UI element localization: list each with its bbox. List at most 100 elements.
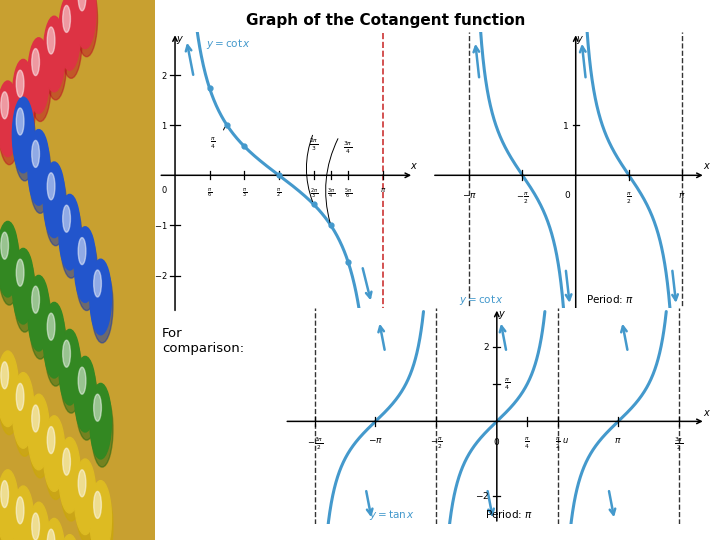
Text: $y$: $y$ — [577, 34, 585, 46]
Text: $x$: $x$ — [703, 161, 711, 171]
Text: Graph of the Cotangent function: Graph of the Cotangent function — [246, 14, 525, 29]
Circle shape — [60, 3, 82, 78]
Text: For
comparison:: For comparison: — [162, 327, 244, 355]
Circle shape — [14, 105, 35, 181]
Circle shape — [30, 402, 51, 478]
Text: $-\frac{3\pi}{2}$: $-\frac{3\pi}{2}$ — [307, 436, 323, 452]
Circle shape — [0, 478, 20, 540]
Text: $0$: $0$ — [564, 190, 572, 200]
Circle shape — [78, 238, 86, 265]
Circle shape — [30, 510, 51, 540]
Circle shape — [76, 364, 97, 440]
Circle shape — [45, 24, 66, 100]
Circle shape — [63, 5, 71, 32]
Circle shape — [17, 259, 24, 286]
Text: $0$: $0$ — [161, 184, 168, 195]
Circle shape — [60, 338, 82, 413]
Text: $\frac{\pi}{6}$: $\frac{\pi}{6}$ — [207, 186, 212, 199]
Circle shape — [60, 446, 82, 521]
Text: $\frac{5\pi}{6}$: $\frac{5\pi}{6}$ — [344, 186, 352, 200]
Circle shape — [32, 405, 40, 432]
Text: $\frac{3\pi}{4}$: $\frac{3\pi}{4}$ — [327, 186, 335, 200]
Circle shape — [17, 497, 24, 524]
Circle shape — [74, 0, 96, 49]
Text: $-\pi$: $-\pi$ — [368, 436, 383, 444]
Circle shape — [63, 340, 71, 367]
Circle shape — [94, 394, 102, 421]
Text: $y = \cot x$: $y = \cot x$ — [206, 37, 251, 51]
Text: $1$: $1$ — [161, 120, 168, 131]
Circle shape — [94, 270, 102, 297]
Circle shape — [0, 221, 19, 297]
Text: $y$: $y$ — [498, 309, 505, 321]
Circle shape — [48, 173, 55, 200]
Text: Period: $\pi$: Period: $\pi$ — [485, 508, 533, 520]
Circle shape — [91, 267, 113, 343]
Circle shape — [90, 383, 112, 459]
Text: $\frac{2\pi}{3}$: $\frac{2\pi}{3}$ — [310, 186, 318, 200]
Circle shape — [74, 459, 96, 535]
Circle shape — [43, 416, 65, 491]
Circle shape — [78, 470, 86, 497]
Text: $\frac{\pi}{2}$: $\frac{\pi}{2}$ — [626, 191, 632, 206]
Circle shape — [43, 518, 65, 540]
Circle shape — [12, 248, 34, 324]
Circle shape — [43, 302, 65, 378]
Circle shape — [32, 140, 40, 167]
Circle shape — [1, 232, 9, 259]
Circle shape — [76, 467, 97, 540]
Text: $\frac{3\pi}{4}$: $\frac{3\pi}{4}$ — [343, 139, 352, 156]
Text: $\frac{\pi}{2}$: $\frac{\pi}{2}$ — [276, 186, 282, 199]
Circle shape — [74, 227, 96, 302]
Text: $\pi$: $\pi$ — [678, 191, 686, 200]
Circle shape — [14, 256, 35, 332]
Text: $2$: $2$ — [161, 70, 168, 80]
Circle shape — [59, 535, 81, 540]
Circle shape — [76, 235, 97, 310]
Circle shape — [28, 38, 50, 113]
Circle shape — [78, 0, 86, 11]
Circle shape — [45, 310, 66, 386]
Circle shape — [43, 16, 65, 92]
Text: $\frac{\pi}{4}$: $\frac{\pi}{4}$ — [210, 136, 215, 151]
Text: $y = \tan x$: $y = \tan x$ — [369, 508, 415, 522]
Circle shape — [59, 437, 81, 513]
Text: $0$: $0$ — [493, 436, 500, 447]
Circle shape — [48, 427, 55, 454]
Circle shape — [63, 448, 71, 475]
Circle shape — [1, 362, 9, 389]
Circle shape — [17, 383, 24, 410]
Circle shape — [0, 89, 20, 165]
Text: $\frac{3\pi}{2}$: $\frac{3\pi}{2}$ — [674, 436, 683, 452]
Circle shape — [17, 70, 24, 97]
Circle shape — [12, 373, 34, 448]
Circle shape — [59, 329, 81, 405]
Circle shape — [30, 46, 51, 122]
Circle shape — [0, 359, 20, 435]
Circle shape — [90, 481, 112, 540]
Circle shape — [28, 502, 50, 540]
Circle shape — [32, 286, 40, 313]
Text: $1$: $1$ — [562, 120, 570, 131]
Text: $\frac{\pi}{2}$: $\frac{\pi}{2}$ — [554, 436, 560, 450]
Text: Period: $\pi$: Period: $\pi$ — [586, 293, 634, 305]
Text: $y$: $y$ — [176, 34, 184, 46]
Circle shape — [78, 367, 86, 394]
Circle shape — [17, 108, 24, 135]
Text: $-\frac{\pi}{2}$: $-\frac{\pi}{2}$ — [430, 436, 443, 450]
Text: $y = \cot x$: $y = \cot x$ — [459, 293, 504, 307]
Circle shape — [45, 424, 66, 500]
Circle shape — [14, 68, 35, 143]
Text: $\pi$: $\pi$ — [614, 436, 622, 444]
Circle shape — [48, 529, 55, 540]
Text: $-\pi$: $-\pi$ — [462, 191, 477, 200]
Text: $x$: $x$ — [410, 161, 418, 171]
Text: $-\frac{\pi}{2}$: $-\frac{\pi}{2}$ — [516, 191, 529, 206]
Text: $\frac{\pi}{4}$: $\frac{\pi}{4}$ — [504, 376, 510, 392]
Circle shape — [59, 0, 81, 70]
Circle shape — [0, 470, 19, 540]
Text: $\frac{\pi}{4}$: $\frac{\pi}{4}$ — [524, 436, 530, 450]
Text: $-1$: $-1$ — [154, 220, 168, 231]
Text: $\frac{\pi}{3}$: $\frac{\pi}{3}$ — [242, 186, 247, 199]
Circle shape — [74, 356, 96, 432]
